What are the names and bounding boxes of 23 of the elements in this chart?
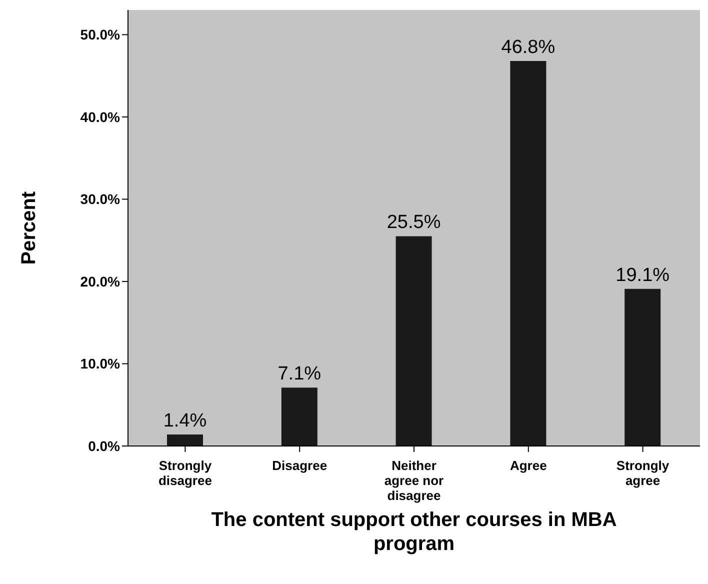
data-label: 7.1%: [278, 364, 322, 385]
y-tick-label: 10.0%: [80, 356, 121, 372]
x-tick-label: Strongly disagree: [158, 458, 212, 488]
bar: [510, 61, 546, 446]
x-tick-label: Agree: [510, 458, 547, 473]
bar: [396, 236, 432, 446]
bar: [281, 388, 318, 446]
y-tick-label: 50.0%: [80, 26, 121, 43]
bar: [624, 288, 661, 446]
x-tick-label: Disagree: [272, 458, 328, 473]
x-tick-label: Strongly agree: [616, 458, 670, 488]
data-label: 46.8%: [501, 37, 556, 58]
x-axis-title: The content support other courses in MBA program: [210, 508, 618, 556]
data-label: 1.4%: [163, 410, 207, 432]
y-axis-title: Percent: [18, 190, 40, 265]
y-tick-label: 0.0%: [88, 438, 121, 454]
y-tick-label: 20.0%: [80, 273, 121, 290]
x-tick-label: Neither agree nor disagree: [384, 458, 444, 503]
y-tick-label: 40.0%: [80, 108, 121, 125]
data-label: 19.1%: [616, 264, 670, 286]
data-label: 25.5%: [386, 212, 441, 234]
y-tick-label: 30.0%: [80, 191, 121, 208]
bar: [167, 434, 203, 446]
